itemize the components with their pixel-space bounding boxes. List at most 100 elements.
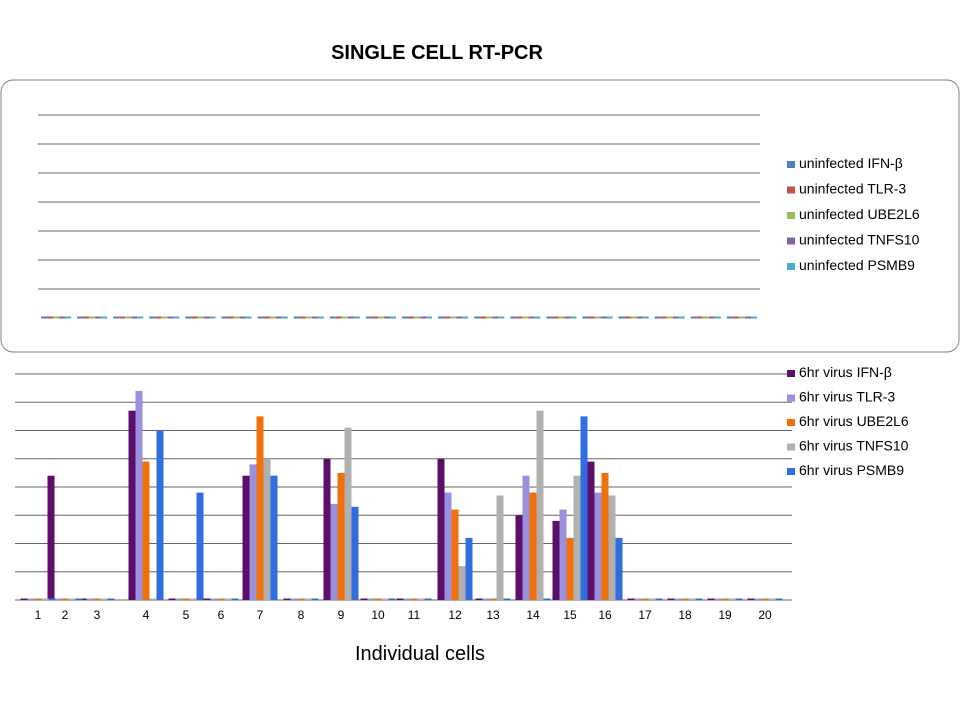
- bar-uninfected-tnfs10-cell-20: [745, 316, 751, 319]
- bar-6hr-virus-ifn-cell-2: [47, 475, 55, 600]
- bar-uninfected-ube2l6-cell-1: [53, 316, 59, 319]
- bar-uninfected-ube2l6-cell-11: [414, 316, 420, 319]
- bar-6hr-virus-psmb9-cell-5: [196, 492, 204, 600]
- bar-uninfected-psmb9-cell-4: [173, 316, 180, 319]
- bar-6hr-virus-tlr-3-cell-2: [54, 598, 62, 600]
- bar-uninfected-psmb9-cell-12: [462, 316, 469, 319]
- bar-uninfected-tnfs10-cell-3: [131, 316, 138, 319]
- bar-uninfected-tnfs10-cell-5: [203, 316, 210, 319]
- bar-6hr-virus-tnfs10-cell-4: [149, 598, 157, 600]
- bar-6hr-virus-tlr-3-cell-9: [330, 503, 338, 600]
- bar-uninfected-ifn-cell-12: [438, 316, 445, 319]
- bar-uninfected-psmb9-cell-2: [101, 316, 108, 319]
- x-tick-label: 10: [371, 608, 385, 622]
- bar-6hr-virus-ifn-cell-9: [323, 458, 331, 601]
- bar-6hr-virus-ube2l6-cell-7: [256, 416, 264, 600]
- x-tick-label: 20: [758, 608, 772, 622]
- legend-swatch-6hr-virus-tlr-3: [787, 394, 795, 402]
- bar-uninfected-ifn-cell-5: [185, 316, 192, 319]
- bar-6hr-virus-psmb9-cell-10: [388, 598, 396, 600]
- uninfected-gridlines: [38, 114, 760, 290]
- bar-6hr-virus-psmb9-cell-3: [107, 598, 115, 600]
- bar-uninfected-tnfs10-cell-6: [239, 316, 246, 319]
- bar-uninfected-ifn-cell-17: [618, 316, 625, 319]
- x-tick-label: 18: [678, 608, 692, 622]
- bar-6hr-virus-tnfs10-cell-5: [189, 598, 197, 600]
- bar-uninfected-tnfs10-cell-2: [95, 316, 102, 319]
- bar-6hr-virus-ifn-cell-16: [587, 461, 595, 600]
- bar-uninfected-psmb9-cell-9: [353, 316, 360, 319]
- bar-uninfected-tlr-3-cell-18: [660, 316, 667, 319]
- bar-uninfected-tnfs10-cell-4: [167, 316, 174, 319]
- bar-6hr-virus-ube2l6-cell-6: [217, 598, 225, 600]
- bar-uninfected-tnfs10-cell-1: [59, 316, 66, 319]
- bar-6hr-virus-tlr-3-cell-10: [367, 598, 375, 600]
- bar-uninfected-tlr-3-cell-16: [588, 316, 595, 319]
- x-tick-label: 2: [62, 608, 69, 622]
- bar-6hr-virus-psmb9-cell-7: [270, 475, 278, 600]
- bar-6hr-virus-ifn-cell-5: [168, 598, 176, 600]
- bar-6hr-virus-ifn-cell-19: [707, 598, 715, 600]
- bar-6hr-virus-ifn-cell-14: [515, 515, 523, 601]
- bar-6hr-virus-tlr-3-cell-20: [754, 598, 762, 600]
- bar-6hr-virus-psmb9-cell-8: [311, 598, 319, 600]
- x-tick-label: 7: [257, 608, 264, 622]
- bar-uninfected-tlr-3-cell-6: [227, 316, 234, 319]
- bar-6hr-virus-psmb9-cell-1: [48, 598, 56, 600]
- bar-6hr-virus-tnfs10-cell-17: [648, 598, 656, 600]
- bar-uninfected-ifn-cell-11: [402, 316, 408, 319]
- bar-6hr-virus-tnfs10-cell-19: [728, 598, 736, 600]
- bar-uninfected-ube2l6-cell-13: [486, 316, 493, 319]
- bar-uninfected-tlr-3-cell-17: [624, 316, 631, 319]
- bar-uninfected-tnfs10-cell-17: [636, 316, 643, 319]
- bar-6hr-virus-ube2l6-cell-9: [337, 472, 345, 600]
- bar-uninfected-ube2l6-cell-17: [630, 316, 637, 319]
- bar-uninfected-tnfs10-cell-10: [384, 316, 390, 319]
- bar-6hr-virus-psmb9-cell-19: [735, 598, 743, 600]
- bar-uninfected-ifn-cell-1: [41, 316, 47, 319]
- x-tick-label: 8: [298, 608, 305, 622]
- bar-6hr-virus-tnfs10-cell-10: [381, 598, 389, 600]
- bar-uninfected-psmb9-cell-13: [498, 316, 505, 319]
- bar-uninfected-ube2l6-cell-6: [233, 316, 240, 319]
- x-tick-label: 17: [638, 608, 652, 622]
- legend-swatch-6hr-virus-tnfs10: [787, 443, 795, 451]
- bar-6hr-virus-tlr-3-cell-7: [249, 464, 257, 600]
- virus-legend: 6hr virus IFN-β 6hr virus TLR-3 6hr virus …: [787, 364, 909, 478]
- bar-uninfected-ifn-cell-20: [726, 316, 733, 319]
- bar-uninfected-tnfs10-cell-19: [708, 316, 715, 319]
- bar-6hr-virus-ifn-cell-11: [396, 598, 404, 600]
- bar-uninfected-tlr-3-cell-4: [155, 316, 162, 319]
- bar-uninfected-ifn-cell-2: [77, 316, 84, 319]
- bar-uninfected-tlr-3-cell-2: [83, 316, 90, 319]
- bar-6hr-virus-ube2l6-cell-17: [641, 598, 649, 600]
- legend-swatch-6hr-virus-psmb9: [787, 468, 795, 475]
- legend-label-6hr-virus-psmb9: 6hr virus PSMB9: [799, 462, 904, 478]
- bar-uninfected-tnfs10-cell-13: [492, 316, 499, 319]
- bar-uninfected-psmb9-cell-17: [642, 316, 649, 319]
- legend-label-uninfected-psmb9: uninfected PSMB9: [799, 257, 915, 273]
- x-tick-label: 12: [448, 608, 462, 622]
- uninfected-legend: uninfected IFN-β uninfected TLR-3 uninfect…: [787, 155, 920, 273]
- bar-6hr-virus-ube2l6-cell-12: [451, 509, 459, 600]
- bar-uninfected-ifn-cell-18: [654, 316, 661, 319]
- x-tick-label: 5: [183, 608, 190, 622]
- bar-6hr-virus-ifn-cell-20: [747, 598, 755, 600]
- bar-uninfected-tlr-3-cell-12: [444, 316, 451, 319]
- bar-uninfected-ifn-cell-9: [329, 316, 336, 319]
- bar-6hr-virus-tnfs10-cell-15: [573, 475, 581, 600]
- bar-6hr-virus-psmb9-cell-17: [655, 598, 663, 600]
- x-tick-label: 4: [143, 608, 150, 622]
- x-axis-title: Individual cells: [355, 643, 485, 665]
- bar-6hr-virus-ube2l6-cell-2: [61, 598, 69, 600]
- x-tick-label: 11: [408, 608, 421, 622]
- bar-uninfected-ifn-cell-14: [510, 316, 517, 319]
- x-tick-label: 3: [94, 608, 101, 622]
- legend-label-uninfected-tlr-3: uninfected TLR-3: [799, 181, 906, 197]
- bar-uninfected-ube2l6-cell-20: [738, 316, 745, 319]
- bar-6hr-virus-tlr-3-cell-17: [634, 598, 642, 600]
- bar-uninfected-psmb9-cell-15: [570, 316, 577, 319]
- bar-uninfected-ube2l6-cell-10: [377, 316, 384, 319]
- bar-uninfected-ube2l6-cell-5: [197, 316, 204, 319]
- bar-6hr-virus-ifn-cell-13: [475, 598, 483, 600]
